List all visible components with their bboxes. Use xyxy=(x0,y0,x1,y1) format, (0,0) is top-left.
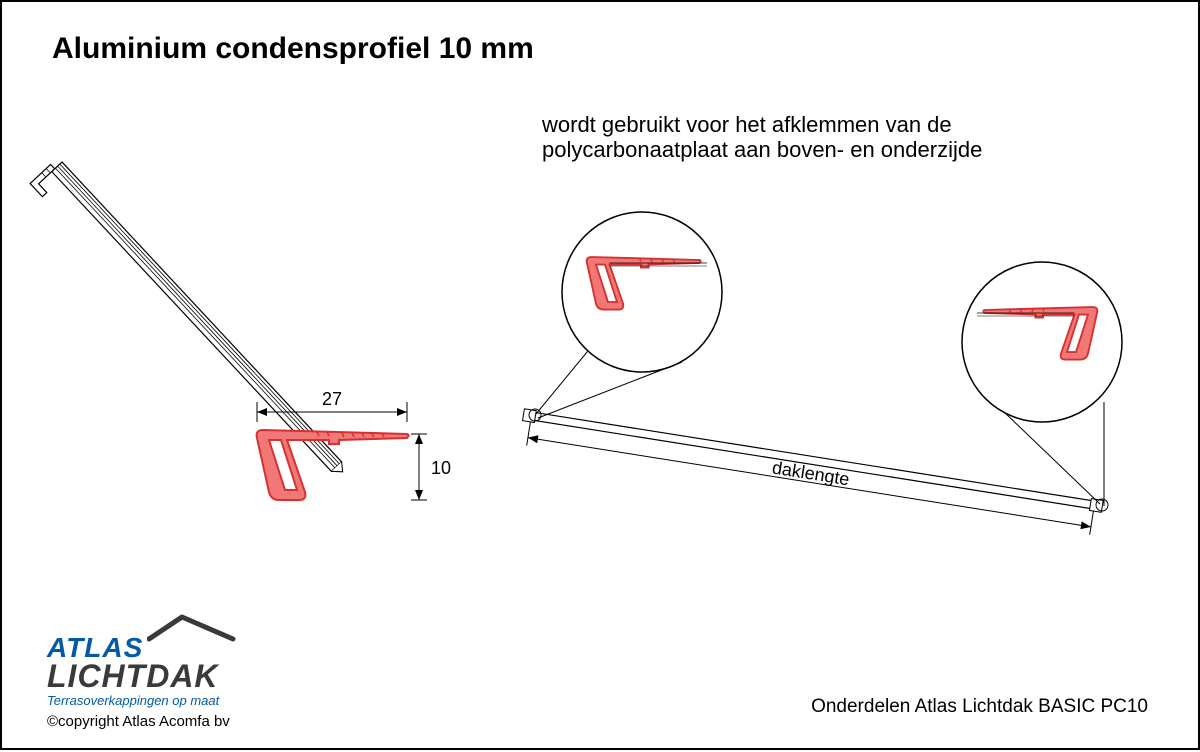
footer-product-ref: Onderdelen Atlas Lichtdak BASIC PC10 xyxy=(811,696,1148,718)
brand-logo: ATLAS LICHTDAK Terrasoverkappingen op ma… xyxy=(47,635,219,708)
isometric-profile xyxy=(30,158,347,494)
detail-circle-left xyxy=(562,212,722,372)
detail-circle-right xyxy=(962,262,1122,422)
logo-tagline: Terrasoverkappingen op maat xyxy=(47,693,219,708)
copyright-text: ©copyright Atlas Acomfa bv xyxy=(47,713,230,730)
dim-width: 27 xyxy=(322,389,342,409)
assembly-view: daklengte xyxy=(519,212,1122,536)
dim-height: 10 xyxy=(431,458,451,478)
logo-roof-icon xyxy=(147,613,237,643)
logo-text-lichtdak: LICHTDAK xyxy=(47,661,219,691)
